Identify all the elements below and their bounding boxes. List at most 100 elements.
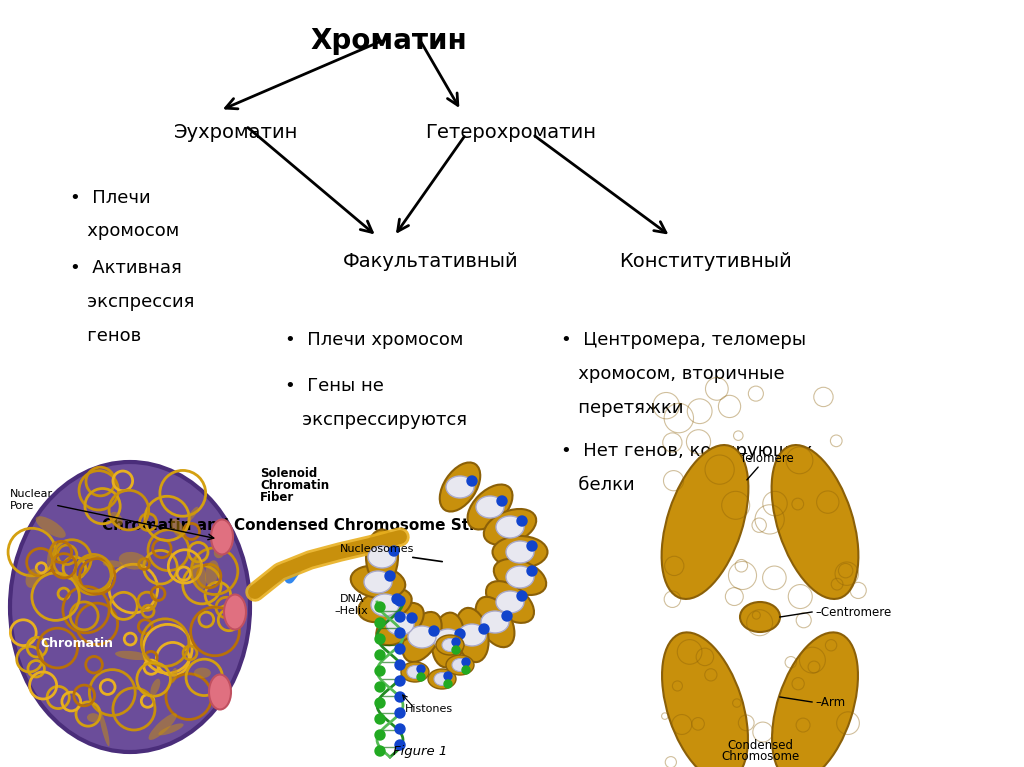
Circle shape — [527, 541, 537, 551]
Ellipse shape — [428, 669, 456, 689]
Ellipse shape — [209, 674, 231, 709]
Circle shape — [395, 644, 406, 654]
Text: Nuclear: Nuclear — [10, 489, 53, 499]
Text: белки: белки — [561, 476, 635, 493]
Ellipse shape — [402, 612, 441, 662]
Ellipse shape — [102, 561, 123, 568]
Ellipse shape — [214, 547, 224, 558]
Ellipse shape — [99, 711, 110, 746]
Text: –Arm: –Arm — [815, 696, 845, 709]
Circle shape — [417, 673, 425, 681]
Circle shape — [444, 680, 452, 688]
Ellipse shape — [407, 666, 423, 679]
Ellipse shape — [211, 519, 233, 555]
Text: Nucleosomes: Nucleosomes — [340, 544, 415, 554]
Text: хромосом, вторичные: хромосом, вторичные — [561, 365, 784, 383]
Circle shape — [517, 591, 527, 601]
Ellipse shape — [496, 591, 524, 613]
Circle shape — [395, 740, 406, 750]
Circle shape — [395, 676, 406, 686]
Ellipse shape — [663, 632, 748, 767]
Circle shape — [375, 714, 385, 724]
Ellipse shape — [446, 655, 474, 675]
Circle shape — [395, 596, 406, 606]
Text: Telomere: Telomere — [740, 452, 794, 465]
Circle shape — [452, 638, 460, 646]
Ellipse shape — [432, 613, 464, 667]
Ellipse shape — [506, 566, 534, 588]
Ellipse shape — [476, 496, 504, 518]
Text: Хроматин: Хроматин — [310, 27, 468, 55]
Text: Fiber: Fiber — [260, 491, 294, 504]
Text: Pore: Pore — [10, 501, 35, 511]
Ellipse shape — [171, 518, 184, 538]
Ellipse shape — [468, 485, 512, 529]
Ellipse shape — [458, 624, 486, 646]
Circle shape — [375, 730, 385, 740]
Text: •  Плечи: • Плечи — [70, 189, 151, 206]
Ellipse shape — [364, 571, 392, 593]
Circle shape — [407, 613, 417, 623]
Text: Факультативный: Факультативный — [343, 252, 519, 271]
Ellipse shape — [496, 516, 524, 538]
Text: Solenoid: Solenoid — [260, 467, 317, 480]
Ellipse shape — [506, 541, 534, 563]
Text: –Helix: –Helix — [334, 606, 368, 616]
Ellipse shape — [224, 594, 246, 630]
Text: •  Активная: • Активная — [70, 259, 181, 277]
Ellipse shape — [170, 668, 177, 683]
Text: Гетерохроматин: Гетерохроматин — [425, 123, 596, 142]
Ellipse shape — [111, 512, 123, 526]
Text: Эухроматин: Эухроматин — [174, 123, 298, 142]
Text: •  Центромера, теломеры: • Центромера, теломеры — [561, 331, 806, 349]
Ellipse shape — [486, 581, 534, 623]
Circle shape — [395, 660, 406, 670]
Ellipse shape — [483, 509, 537, 545]
Text: перетяжки: перетяжки — [561, 399, 684, 416]
Circle shape — [497, 496, 507, 506]
Circle shape — [385, 571, 395, 581]
Text: генов: генов — [70, 327, 141, 344]
Ellipse shape — [772, 632, 858, 767]
Circle shape — [395, 724, 406, 734]
Ellipse shape — [205, 561, 219, 585]
Ellipse shape — [439, 463, 480, 512]
Ellipse shape — [73, 574, 80, 586]
Circle shape — [375, 634, 385, 644]
Ellipse shape — [159, 723, 183, 736]
Ellipse shape — [194, 667, 211, 678]
Ellipse shape — [190, 557, 206, 590]
Circle shape — [479, 624, 489, 634]
Text: •  Нет генов, кодирующих: • Нет генов, кодирующих — [561, 442, 812, 459]
Circle shape — [395, 708, 406, 718]
Text: Condensed: Condensed — [727, 739, 793, 752]
Circle shape — [417, 665, 425, 673]
Circle shape — [455, 629, 465, 639]
Ellipse shape — [358, 588, 412, 622]
Ellipse shape — [151, 679, 161, 696]
Circle shape — [452, 646, 460, 654]
Circle shape — [375, 746, 385, 756]
Circle shape — [502, 611, 512, 621]
Ellipse shape — [772, 445, 858, 599]
Text: Chromosome: Chromosome — [721, 750, 799, 763]
Ellipse shape — [434, 673, 450, 686]
Circle shape — [462, 666, 470, 674]
Text: Histones: Histones — [406, 704, 454, 714]
Text: Chromatin: Chromatin — [40, 637, 113, 650]
Text: Figure 1: Figure 1 — [393, 745, 447, 758]
Circle shape — [375, 682, 385, 692]
Circle shape — [429, 626, 439, 636]
Ellipse shape — [10, 462, 250, 752]
Ellipse shape — [47, 542, 57, 567]
Text: экспрессия: экспрессия — [70, 293, 194, 311]
Ellipse shape — [740, 602, 780, 632]
Ellipse shape — [442, 638, 458, 651]
Text: Chromatin and Condensed Chromosome Structure: Chromatin and Condensed Chromosome Struc… — [102, 518, 534, 533]
Circle shape — [375, 650, 385, 660]
Text: экспрессируются: экспрессируются — [285, 411, 467, 429]
Circle shape — [395, 692, 406, 702]
Text: DNA: DNA — [340, 594, 365, 604]
Ellipse shape — [351, 565, 406, 598]
Ellipse shape — [148, 713, 177, 740]
